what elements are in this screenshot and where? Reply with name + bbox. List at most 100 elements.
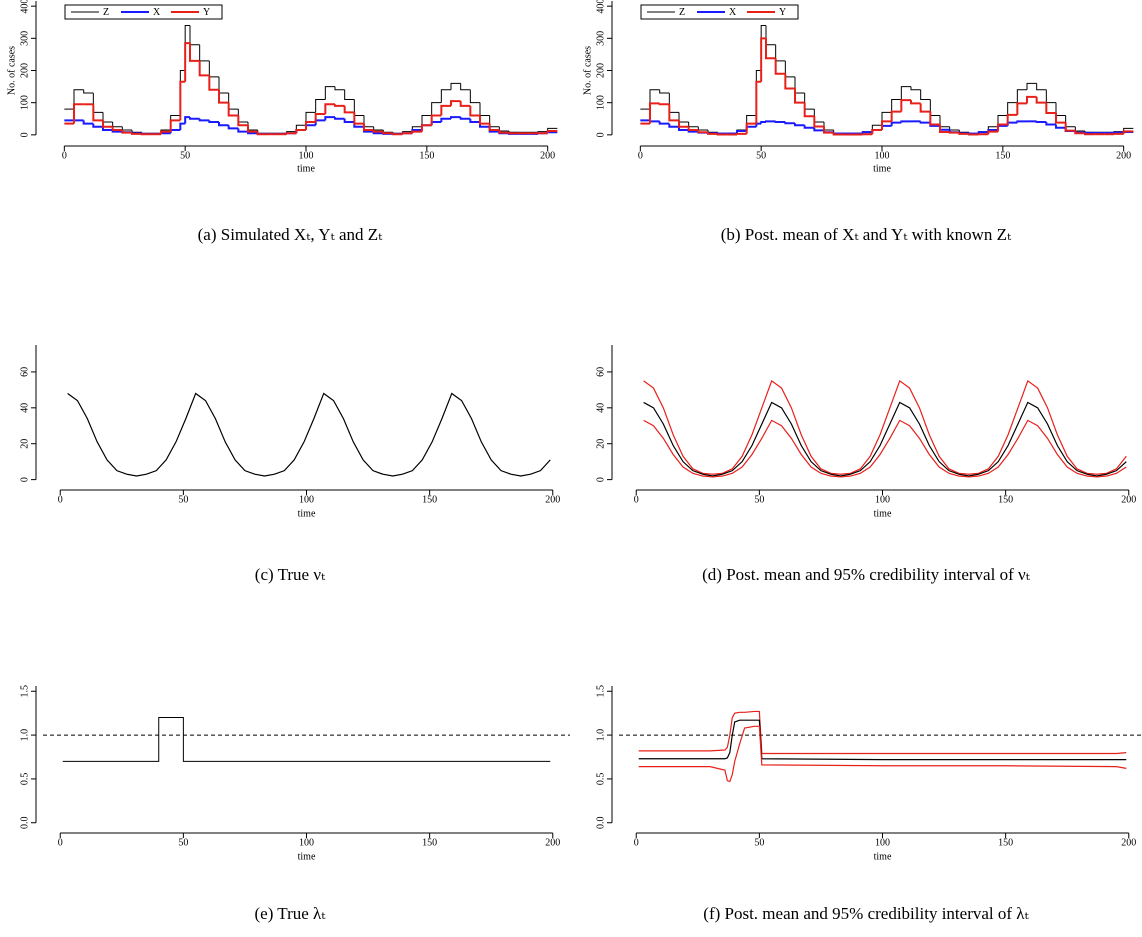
step-segment <box>910 100 921 105</box>
step-segment <box>227 125 239 130</box>
step-segment <box>804 93 815 110</box>
x-tick-label: 200 <box>1116 150 1131 161</box>
step-segment <box>363 123 374 132</box>
step-segment <box>997 123 1008 132</box>
step-segment <box>227 102 239 117</box>
step-segment <box>344 89 355 100</box>
step-segment <box>546 131 558 134</box>
step-segment <box>688 121 699 128</box>
step-segment <box>469 118 480 123</box>
step-segment <box>920 89 931 100</box>
step-segment <box>228 93 239 110</box>
step-segment <box>508 132 519 135</box>
x-tick-label: 200 <box>1121 494 1136 505</box>
step-segment <box>179 80 186 121</box>
y-tick-label: 300 <box>19 31 30 46</box>
x-tick-label: 200 <box>545 494 560 505</box>
step-segment <box>102 126 113 132</box>
step-segment <box>997 115 1008 127</box>
step-segment <box>237 109 248 123</box>
x-tick-label: 150 <box>998 837 1013 848</box>
step-segment <box>881 120 892 131</box>
y-tick-label: 60 <box>595 367 606 377</box>
step-segment <box>668 104 679 122</box>
step-segment <box>305 124 316 131</box>
step-segment <box>189 117 200 120</box>
step-segment <box>208 120 219 123</box>
step-segment <box>813 116 824 128</box>
x-tick-label: 50 <box>180 150 190 161</box>
x-tick-label: 150 <box>419 150 434 161</box>
step-segment <box>401 132 413 135</box>
y-tick-label: 40 <box>19 403 30 413</box>
x-tick-label: 150 <box>422 494 437 505</box>
step-segment <box>745 122 757 134</box>
step-segment <box>910 86 921 91</box>
step-segment <box>1016 102 1027 115</box>
step-segment <box>305 111 316 126</box>
step-segment <box>343 105 355 114</box>
step-segment <box>977 131 989 134</box>
step-segment <box>218 121 229 127</box>
series-line <box>638 725 1127 783</box>
step-segment <box>73 89 84 110</box>
step-segment <box>508 130 519 133</box>
step-segment <box>169 119 181 132</box>
step-segment <box>794 88 805 104</box>
step-segment <box>498 130 509 134</box>
step-segment <box>1045 121 1056 126</box>
step-segment <box>440 89 451 103</box>
step-segment <box>237 128 248 133</box>
step-segment <box>823 121 834 131</box>
step-segment <box>1055 124 1066 129</box>
step-segment <box>1035 96 1047 104</box>
step-segment <box>160 130 171 135</box>
step-segment <box>716 133 728 136</box>
step-segment <box>189 43 200 62</box>
step-segment <box>421 115 432 127</box>
step-segment <box>102 112 113 123</box>
caption: (d) Post. mean and 95% credibility inter… <box>702 565 1031 584</box>
x-tick-label: 0 <box>634 494 639 505</box>
step-segment <box>1006 121 1018 126</box>
y-tick-label: 300 <box>595 31 606 46</box>
step-segment <box>537 131 548 133</box>
step-segment <box>343 118 355 123</box>
legend-label: X <box>153 7 161 18</box>
step-segment <box>469 105 480 117</box>
y-tick-label: 100 <box>595 95 606 110</box>
step-segment <box>678 120 689 128</box>
step-segment <box>1026 95 1037 104</box>
x-tick-label: 150 <box>422 837 437 848</box>
step-segment <box>170 115 181 131</box>
step-segment <box>92 123 103 128</box>
series-line <box>67 392 551 477</box>
step-segment <box>1036 83 1047 91</box>
y-tick-label: 0.5 <box>595 773 606 786</box>
step-segment <box>131 132 142 135</box>
y-tick-label: 0.0 <box>595 816 606 829</box>
step-segment <box>900 99 911 112</box>
step-segment <box>1065 115 1076 128</box>
x-axis-label: time <box>297 163 315 174</box>
caption: (f) Post. mean and 95% credibility inter… <box>703 904 1029 923</box>
step-segment <box>111 126 123 132</box>
step-segment <box>489 115 500 128</box>
x-tick-label: 50 <box>178 494 188 505</box>
step-segment <box>958 132 969 135</box>
x-tick-label: 50 <box>754 494 764 505</box>
step-segment <box>218 76 229 94</box>
step-segment <box>92 104 103 122</box>
step-segment <box>997 124 1008 131</box>
step-segment <box>919 121 931 124</box>
step-segment <box>208 75 219 91</box>
step-segment <box>1016 120 1027 123</box>
step-segment <box>765 120 776 123</box>
x-axis-label: time <box>298 508 316 519</box>
x-tick-label: 100 <box>299 494 314 505</box>
series-line <box>638 719 1127 761</box>
y-tick-label: 20 <box>595 439 606 449</box>
y-axis-label: No. of cases <box>582 46 593 95</box>
step-segment <box>919 103 931 113</box>
